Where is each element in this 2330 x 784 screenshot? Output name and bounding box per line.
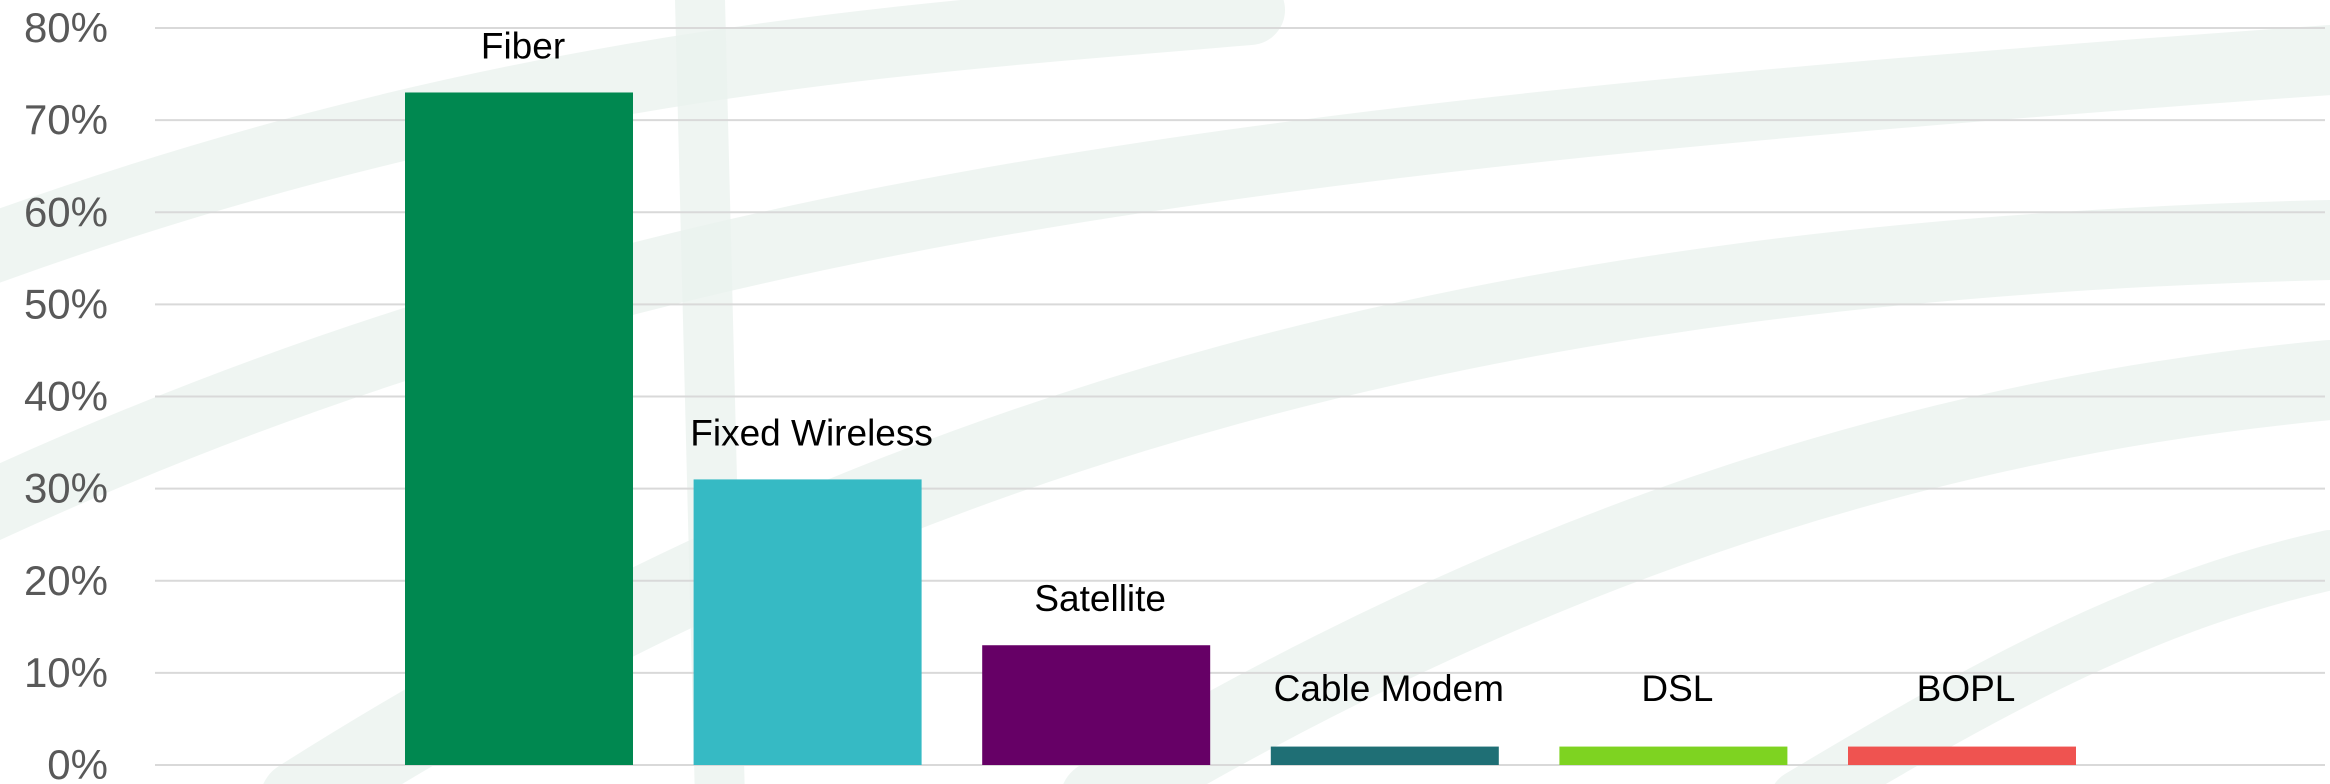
data-label-fiber: Fiber bbox=[481, 25, 565, 66]
y-tick-label: 70% bbox=[24, 96, 108, 143]
y-tick-label: 60% bbox=[24, 188, 108, 235]
bar-fiber bbox=[405, 92, 633, 766]
y-axis-tick-labels: 0% 10% 20% 30% 40% 50% 60% 70% 80% bbox=[24, 4, 108, 784]
y-tick-label: 50% bbox=[24, 280, 108, 327]
y-tick-label: 80% bbox=[24, 4, 108, 51]
data-label-fixed-wireless: Fixed Wireless bbox=[690, 412, 933, 453]
bar-fixed-wireless bbox=[693, 479, 922, 765]
data-label-satellite: Satellite bbox=[1034, 578, 1166, 619]
bar-bopl bbox=[1848, 746, 2076, 765]
bars bbox=[405, 92, 2076, 766]
bar-dsl bbox=[1559, 746, 1788, 765]
bar-data-labels: Fiber Fixed Wireless Satellite Cable Modem D… bbox=[481, 25, 2016, 709]
data-label-dsl: DSL bbox=[1641, 668, 1713, 709]
y-tick-label: 10% bbox=[24, 649, 108, 696]
bar-satellite bbox=[982, 645, 1211, 765]
y-tick-label: 0% bbox=[47, 741, 108, 784]
y-tick-label: 20% bbox=[24, 557, 108, 604]
data-label-bopl: BOPL bbox=[1917, 668, 2016, 709]
y-tick-label: 30% bbox=[24, 465, 108, 512]
bar-cable-modem bbox=[1270, 746, 1499, 765]
y-tick-label: 40% bbox=[24, 373, 108, 420]
data-label-cable-modem: Cable Modem bbox=[1274, 668, 1504, 709]
